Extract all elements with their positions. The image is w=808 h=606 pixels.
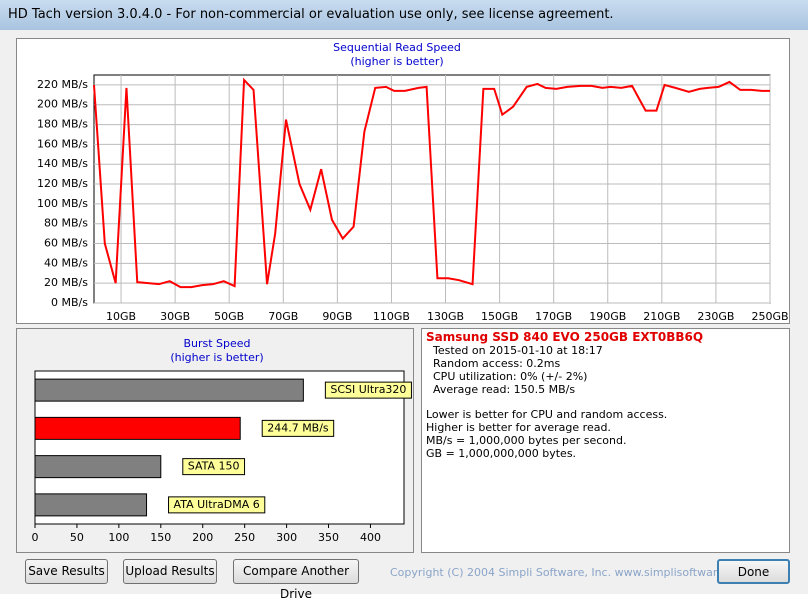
y-tick-label: 220 MB/s (37, 78, 88, 91)
x-tick-label: 350 (318, 531, 339, 544)
bar-label-text: SCSI Ultra320 (330, 383, 406, 396)
compare-button[interactable]: Compare Another Drive (233, 559, 359, 601)
info-line: Tested on 2015-01-10 at 18:17 (433, 344, 603, 357)
y-tick-label: 180 MB/s (37, 118, 88, 131)
x-tick-label: 130GB (427, 310, 464, 323)
y-tick-label: 100 MB/s (37, 197, 88, 210)
read-chart: Sequential Read Speed(higher is better) 0… (37, 41, 789, 323)
x-tick-label: 0 (32, 531, 39, 544)
label-box (182, 458, 246, 476)
y-tick-label: 60 MB/s (44, 237, 88, 250)
x-tick-label: 50 (70, 531, 84, 544)
x-tick-label: 10GB (106, 310, 136, 323)
bar (34, 416, 241, 440)
chart-subtitle: (higher is better) (350, 55, 443, 68)
y-tick-label: 40 MB/s (44, 256, 88, 269)
drive-name: Samsung SSD 840 EVO 250GB EXT0BB6Q (426, 330, 704, 344)
x-tick-label: 250 (234, 531, 255, 544)
x-tick-label: 210GB (643, 310, 680, 323)
info-note: GB = 1,000,000,000 bytes. (426, 447, 577, 460)
info-note: Lower is better for CPU and random acces… (426, 408, 668, 421)
label-box (168, 496, 266, 514)
bar-label: SATA 150 (182, 458, 246, 476)
x-tick-label: 300 (276, 531, 297, 544)
series-line (93, 77, 770, 289)
y-tick-label: 20 MB/s (44, 276, 88, 289)
read-panel: Sequential Read Speed (higher is better) 0… (16, 38, 790, 324)
save-button[interactable]: Save Results (25, 559, 108, 584)
info-line: CPU utilization: 0% (+/- 2%) (433, 370, 588, 383)
y-tick-label: 140 MB/s (37, 157, 88, 170)
burst-chart: Burst Speed(higher is better) 0 50 100 150 20… (32, 337, 412, 544)
y-tick-label: 80 MB/s (44, 217, 88, 230)
x-tick-label: 100 (108, 531, 129, 544)
done-button[interactable]: Done (717, 559, 790, 584)
x-tick-label: 30GB (160, 310, 190, 323)
bar-label-text: ATA UltraDMA 6 (174, 498, 260, 511)
x-tick-label: 190GB (589, 310, 626, 323)
bar (34, 378, 304, 402)
bar-label: 244.7 MB/s (261, 419, 335, 437)
bar-label: ATA UltraDMA 6 (168, 496, 266, 514)
info-note: Higher is better for average read. (426, 421, 611, 434)
label-box (324, 381, 412, 399)
y-tick-label: 160 MB/s (37, 137, 88, 150)
info-note: MB/s = 1,000,000 bytes per second. (426, 434, 627, 447)
x-tick-label: 400 (360, 531, 381, 544)
upload-button[interactable]: Upload Results (123, 559, 217, 584)
title-bar: HD Tach version 3.0.4.0 - For non-commer… (0, 0, 808, 30)
chart-title: Sequential Read Speed (333, 41, 461, 54)
x-tick-label: 200 (192, 531, 213, 544)
x-tick-label: 150GB (481, 310, 518, 323)
y-tick-label: 200 MB/s (37, 98, 88, 111)
bar-label-text: 244.7 MB/s (267, 421, 329, 434)
bar-label-text: SATA 150 (188, 460, 240, 473)
x-tick-label: 250GB (751, 310, 788, 323)
bar (34, 455, 162, 479)
burst-panel: Burst Speed (higher is better) 0 50 100 150 20… (16, 328, 414, 553)
label-box (261, 419, 335, 437)
copyright: Copyright (C) 2004 Simpli Software, Inc.… (390, 566, 751, 579)
info-panel: Samsung SSD 840 EVO 250GB EXT0BB6Q Teste… (421, 328, 790, 553)
x-tick-label: 230GB (697, 310, 734, 323)
x-tick-label: 70GB (268, 310, 298, 323)
y-tick-label: 0 MB/s (51, 296, 88, 309)
info-line: Random access: 0.2ms (433, 357, 561, 370)
bar (34, 493, 148, 517)
x-tick-label: 150 (150, 531, 171, 544)
x-tick-label: 110GB (373, 310, 410, 323)
y-tick-label: 120 MB/s (37, 177, 88, 190)
x-tick-label: 50GB (214, 310, 244, 323)
bar-label: SCSI Ultra320 (324, 381, 412, 399)
chart-title: Burst Speed (183, 337, 250, 350)
info-line: Average read: 150.5 MB/s (433, 383, 576, 396)
chart-subtitle: (higher is better) (170, 351, 263, 364)
x-tick-label: 170GB (535, 310, 572, 323)
x-tick-label: 90GB (322, 310, 352, 323)
